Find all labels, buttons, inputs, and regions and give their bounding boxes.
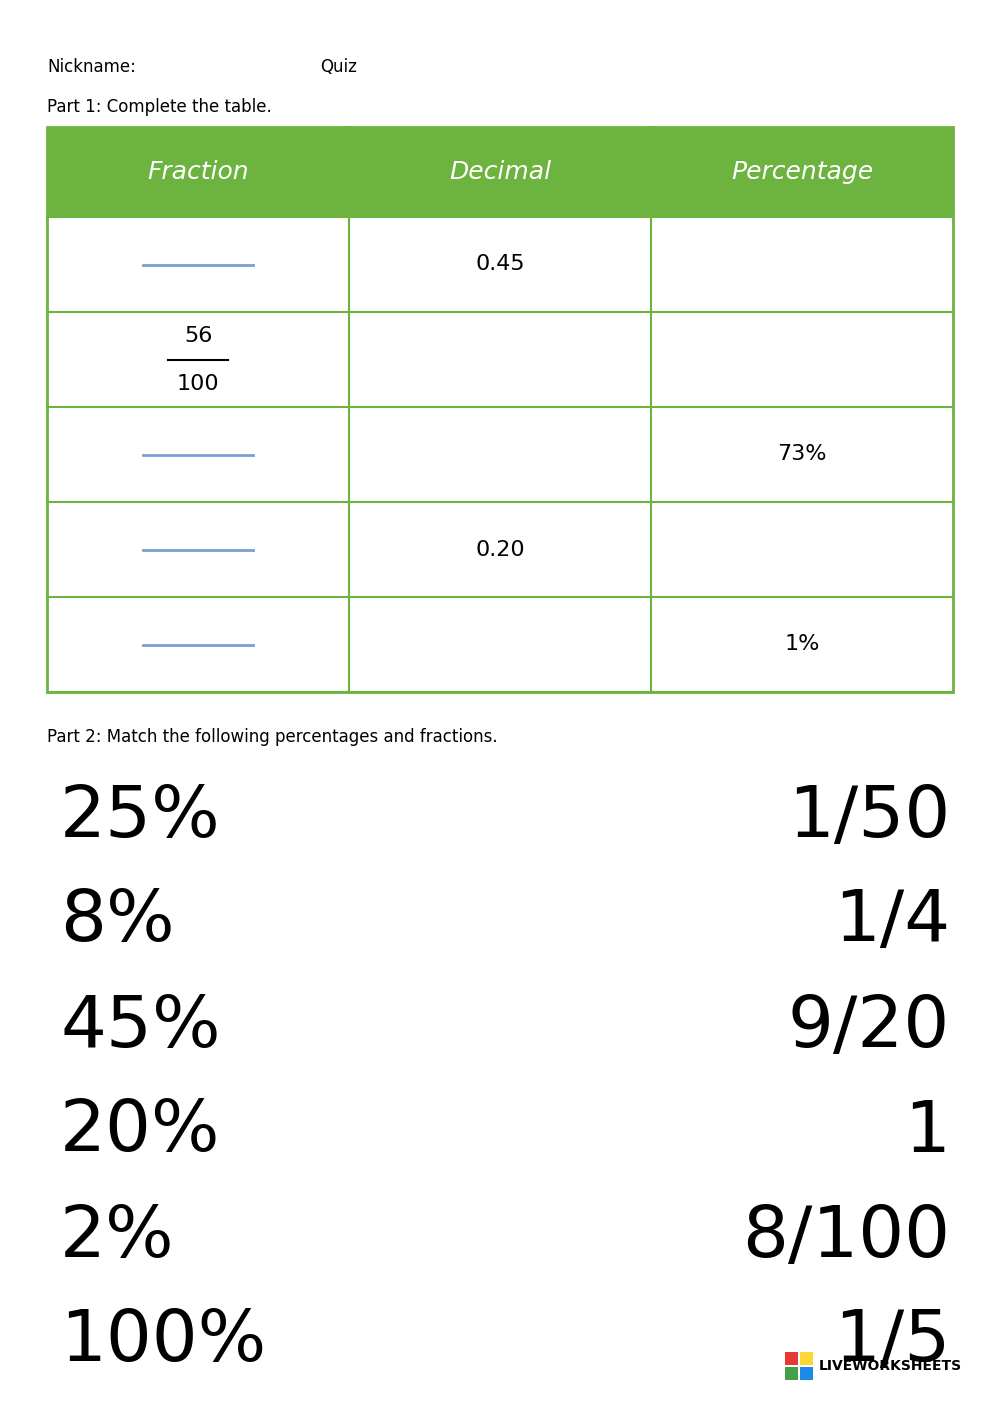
Text: 8%: 8%	[60, 887, 175, 957]
Text: Decimal: Decimal	[449, 160, 551, 184]
Bar	[47, 502, 953, 598]
Text: 100: 100	[177, 373, 219, 393]
Text: 1%: 1%	[784, 634, 820, 654]
Text: Part 2: Match the following percentages and fractions.: Part 2: Match the following percentages …	[47, 728, 498, 746]
Text: 0.20: 0.20	[475, 540, 525, 560]
Bar	[47, 312, 953, 407]
Bar	[800, 1352, 813, 1365]
Text: 45%: 45%	[60, 992, 221, 1061]
Text: 73%: 73%	[777, 445, 827, 465]
Bar	[47, 127, 953, 218]
Text: 1/4: 1/4	[834, 887, 950, 957]
Text: Nickname:: Nickname:	[47, 58, 136, 76]
Bar	[800, 1366, 813, 1381]
Bar	[47, 127, 953, 692]
Text: 9/20: 9/20	[788, 992, 950, 1061]
Text: 25%: 25%	[60, 783, 221, 852]
Text: Percentage: Percentage	[731, 160, 873, 184]
Text: 1/50: 1/50	[788, 783, 950, 852]
Text: 0.45: 0.45	[475, 254, 525, 274]
Text: 2%: 2%	[60, 1202, 175, 1272]
Text: Part 1: Complete the table.: Part 1: Complete the table.	[47, 97, 272, 116]
Text: 1/5: 1/5	[834, 1307, 950, 1376]
Text: 20%: 20%	[60, 1098, 220, 1167]
Bar	[47, 598, 953, 692]
Text: 100%: 100%	[60, 1307, 266, 1376]
Text: 56: 56	[184, 325, 212, 346]
Text: Fraction: Fraction	[147, 160, 249, 184]
Bar	[47, 407, 953, 502]
Text: LIVEWORKSHEETS: LIVEWORKSHEETS	[819, 1359, 962, 1373]
Text: 8/100: 8/100	[742, 1202, 950, 1272]
Bar	[47, 218, 953, 312]
Bar	[785, 1352, 798, 1365]
Bar	[785, 1366, 798, 1381]
Text: 1: 1	[904, 1098, 950, 1167]
Text: Quiz: Quiz	[320, 58, 357, 76]
